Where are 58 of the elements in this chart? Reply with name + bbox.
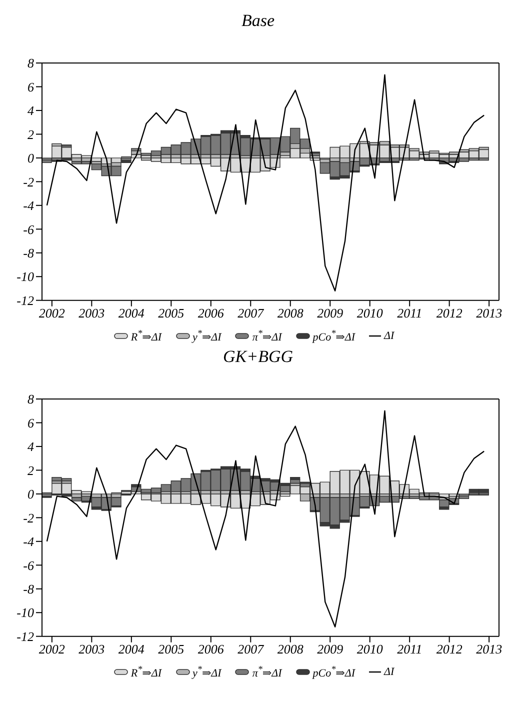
x-tick-label: 2012 <box>436 642 463 657</box>
x-tick-label: 2003 <box>78 642 106 657</box>
legend-label: ΔI <box>384 666 394 678</box>
y-tick-label: 8 <box>28 392 34 407</box>
x-tick-label: 2012 <box>436 306 463 321</box>
y-tick-label: 0 <box>28 150 34 166</box>
legend-label: y$^{*}$⇒ΔI <box>192 328 222 344</box>
x-tick-label: 2008 <box>277 642 304 657</box>
x-tick-label: 2006 <box>198 306 224 321</box>
y-tick-label: -12 <box>16 292 34 308</box>
y-tick-label: 6 <box>28 415 34 430</box>
y-tick-label: -2 <box>23 174 34 190</box>
y-tick-label: -4 <box>23 534 34 550</box>
x-tick-label: 2011 <box>397 642 422 657</box>
y-tick-label: 0 <box>28 486 34 502</box>
chart-title: Base <box>240 10 276 32</box>
x-tick-label: 2010 <box>356 642 384 657</box>
x-tick-label: 2005 <box>158 642 185 657</box>
y-tick-label: -10 <box>16 605 34 620</box>
legend-label: π$^{*}$⇒ΔI <box>252 664 282 680</box>
y-tick-label: -6 <box>23 222 34 237</box>
x-tick-label: 2005 <box>158 306 185 321</box>
y-tick-label: 6 <box>28 79 34 94</box>
y-tick-label: 2 <box>28 462 34 478</box>
x-tick-label: 2011 <box>397 306 422 321</box>
x-tick-label: 2004 <box>118 306 145 321</box>
y-tick-label: -10 <box>16 269 34 284</box>
legend-label: pCo$^{*}$⇒ΔI <box>312 328 356 344</box>
x-tick-label: 2008 <box>277 306 304 321</box>
y-tick-label: -4 <box>23 198 34 214</box>
y-tick-label: 2 <box>28 126 34 142</box>
y-tick-label: -8 <box>23 581 34 596</box>
legend-label: y$^{*}$⇒ΔI <box>192 664 222 680</box>
y-tick-label: 4 <box>28 439 34 454</box>
legend-label: ΔI <box>384 330 394 342</box>
x-tick-label: 2006 <box>198 642 224 657</box>
y-tick-label: 8 <box>28 56 34 71</box>
x-tick-label: 2010 <box>356 306 384 321</box>
y-tick-label: -12 <box>16 628 34 644</box>
x-tick-label: 2007 <box>238 306 264 321</box>
chart-title: GK+BGG <box>222 346 294 368</box>
y-tick-label: -6 <box>23 558 34 573</box>
x-tick-label: 2003 <box>78 306 106 321</box>
legend-label: R$^{*}$⇒ΔI <box>130 664 162 680</box>
legend-label: π$^{*}$⇒ΔI <box>252 328 282 344</box>
y-tick-label: -8 <box>23 245 34 260</box>
x-tick-label: 2007 <box>238 642 264 657</box>
x-tick-label: 2004 <box>118 642 145 657</box>
x-tick-label: 2009 <box>317 306 344 321</box>
legend-label: R$^{*}$⇒ΔI <box>130 328 162 344</box>
legend-label: pCo$^{*}$⇒ΔI <box>312 664 356 680</box>
x-tick-label: 2013 <box>476 642 503 657</box>
x-tick-label: 2013 <box>476 306 503 321</box>
y-tick-label: 4 <box>28 103 34 118</box>
x-tick-label: 2002 <box>38 306 66 321</box>
y-tick-label: -2 <box>23 510 34 526</box>
x-tick-label: 2002 <box>38 642 66 657</box>
x-tick-label: 2009 <box>317 642 344 657</box>
